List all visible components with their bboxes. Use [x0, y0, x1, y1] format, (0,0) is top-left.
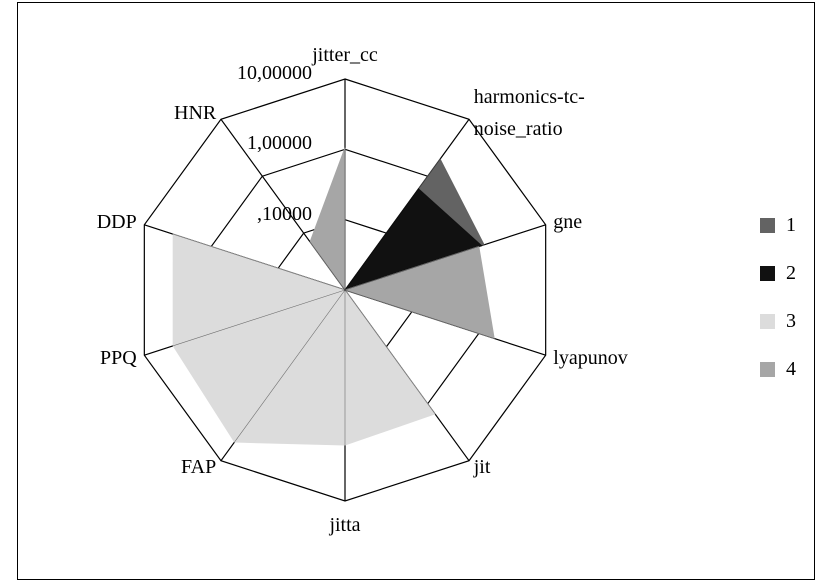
- category-label: HNR: [174, 101, 217, 124]
- axis-line: [344, 289, 546, 356]
- category-label: DDP: [96, 211, 137, 234]
- category-label: PPQ: [100, 346, 137, 369]
- legend-swatch: [760, 266, 775, 281]
- legend-swatch: [760, 362, 775, 377]
- category-label: FAP: [181, 456, 217, 479]
- axis-line: [220, 289, 346, 461]
- legend-swatch: [760, 314, 775, 329]
- axis-line: [144, 224, 346, 291]
- axis-line: [144, 289, 346, 356]
- legend-label: 1: [786, 214, 796, 236]
- legend-label: 3: [786, 310, 796, 332]
- axis-line: [344, 224, 546, 291]
- tick-label: 1,00000: [247, 132, 312, 155]
- category-label: jitta: [329, 514, 361, 536]
- axis-line: [344, 119, 470, 291]
- axis-line: [220, 119, 346, 291]
- legend-label: 2: [786, 262, 796, 284]
- category-label: jit: [473, 456, 491, 479]
- category-label: jitter_cc: [312, 44, 378, 66]
- legend-label: 4: [786, 358, 796, 380]
- axis-line: [344, 289, 470, 461]
- tick-label: 10,00000: [237, 62, 312, 84]
- legend-swatch: [760, 218, 775, 233]
- category-label: gne: [553, 211, 583, 234]
- tick-label: ,10000: [257, 202, 312, 225]
- category-label: harmonics-tc-noise_ratio: [473, 85, 585, 140]
- category-label: lyapunov: [553, 346, 628, 369]
